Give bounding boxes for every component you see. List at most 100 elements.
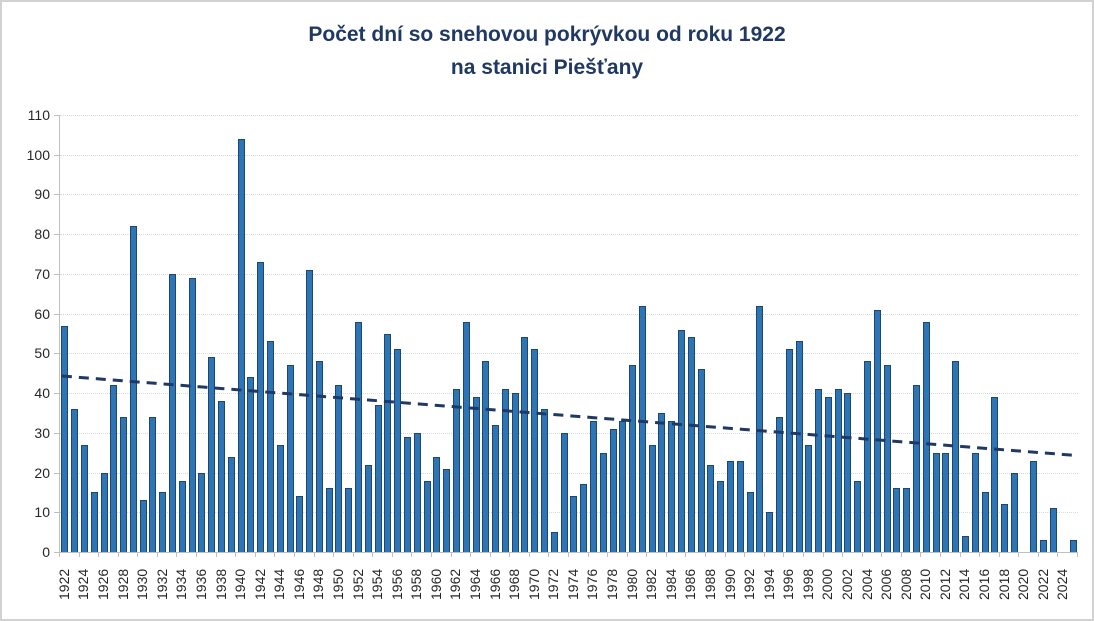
plot-area [59, 115, 1078, 553]
x-axis-tick [607, 552, 609, 557]
x-axis-label-2000: 2000 [819, 568, 836, 600]
x-axis-label-1922: 1922 [55, 568, 72, 600]
y-axis-label-70: 70 [34, 265, 50, 282]
x-axis-label-1958: 1958 [408, 568, 425, 600]
bar-2025 [1069, 540, 1077, 552]
x-axis-label-1962: 1962 [447, 568, 464, 600]
x-axis-tick [117, 552, 119, 557]
bar-2003 [854, 480, 862, 552]
bar-2023 [1050, 508, 1058, 552]
x-axis-tick [391, 552, 393, 557]
y-axis-label-10: 10 [34, 504, 50, 521]
bar-1959 [423, 480, 431, 552]
x-axis-label-1948: 1948 [310, 568, 327, 600]
y-axis-label-80: 80 [34, 226, 50, 243]
x-axis-label-1992: 1992 [741, 568, 758, 600]
bar-1982 [648, 444, 656, 552]
x-axis-label-2018: 2018 [995, 568, 1012, 600]
x-axis-tick [959, 552, 961, 557]
bar-1958 [413, 432, 421, 552]
x-axis-label-1994: 1994 [760, 568, 777, 600]
x-axis-tick [372, 552, 374, 557]
bar-2017 [991, 397, 999, 552]
bar-1944 [276, 444, 284, 552]
gridline-60 [60, 313, 1078, 315]
bar-1923 [71, 408, 79, 552]
x-axis-tick [196, 552, 198, 557]
bar-1998 [805, 444, 813, 552]
x-axis-tick [509, 552, 511, 557]
y-axis-tick [54, 115, 59, 116]
bar-1946 [296, 496, 304, 552]
x-axis-tick [411, 552, 413, 557]
bar-1984 [668, 420, 676, 552]
x-axis-tick [998, 552, 1000, 557]
x-axis-tick [98, 552, 100, 557]
bar-1987 [697, 369, 705, 552]
x-axis-label-1930: 1930 [134, 568, 151, 600]
bar-1981 [638, 305, 646, 552]
bar-1942 [257, 262, 265, 552]
y-axis-label-30: 30 [34, 424, 50, 441]
x-axis-tick [979, 552, 981, 557]
bar-1940 [237, 138, 245, 552]
bar-1938 [218, 401, 225, 552]
x-axis-tick [548, 552, 550, 557]
y-axis-tick [54, 273, 59, 275]
bar-1947 [306, 269, 314, 552]
x-axis-tick [724, 552, 726, 557]
y-axis-label-40: 40 [34, 385, 50, 402]
x-axis-label-2024: 2024 [1054, 568, 1071, 600]
x-axis-label-1970: 1970 [525, 568, 542, 600]
bar-2007 [893, 488, 901, 552]
bar-1930 [139, 500, 147, 552]
x-axis-tick [489, 552, 491, 557]
x-axis-label-1964: 1964 [467, 568, 483, 600]
bar-2015 [971, 452, 979, 552]
gridline-90 [60, 194, 1078, 196]
bar-1931 [149, 416, 157, 552]
y-axis-label-100: 100 [26, 146, 50, 163]
x-axis-tick [881, 552, 883, 557]
chart-title-line-1: Počet dní so snehovou pokrývkou od roku … [308, 23, 786, 46]
x-axis-label-2014: 2014 [956, 568, 973, 600]
x-axis-tick [1077, 552, 1078, 557]
bar-1992 [746, 492, 754, 552]
bar-1956 [394, 349, 402, 552]
bar-1986 [687, 337, 695, 552]
bar-1978 [609, 428, 617, 552]
y-axis-label-90: 90 [34, 186, 50, 203]
x-axis-tick [470, 552, 472, 557]
x-axis-tick [156, 552, 158, 557]
x-axis-label-1978: 1978 [604, 568, 621, 600]
bar-1926 [100, 472, 108, 552]
y-axis-tick [54, 432, 59, 434]
x-axis-label-1972: 1972 [545, 568, 562, 600]
bar-1999 [815, 389, 823, 552]
gridline-10 [60, 512, 1078, 514]
bar-1929 [129, 226, 137, 552]
x-axis-tick [1037, 552, 1039, 557]
bar-1928 [120, 416, 128, 552]
x-axis-label-1990: 1990 [721, 568, 738, 600]
bar-1925 [90, 492, 98, 552]
x-axis-tick [822, 552, 824, 557]
y-axis-label-20: 20 [34, 464, 50, 481]
x-axis-tick [842, 552, 844, 557]
bar-1989 [717, 480, 725, 552]
x-axis-label-1940: 1940 [232, 568, 249, 600]
x-axis-tick [137, 552, 139, 557]
x-axis-tick [293, 552, 295, 557]
x-axis-tick [685, 552, 687, 557]
bar-2008 [903, 488, 911, 552]
x-axis-label-2008: 2008 [897, 568, 914, 600]
bar-1969 [521, 337, 529, 552]
bar-1963 [462, 321, 470, 552]
x-axis-label-1950: 1950 [329, 568, 346, 600]
bar-1939 [227, 456, 235, 552]
x-axis-tick [313, 552, 315, 557]
bar-1976 [589, 420, 597, 552]
bar-1933 [169, 273, 177, 552]
x-axis-tick [900, 552, 902, 557]
